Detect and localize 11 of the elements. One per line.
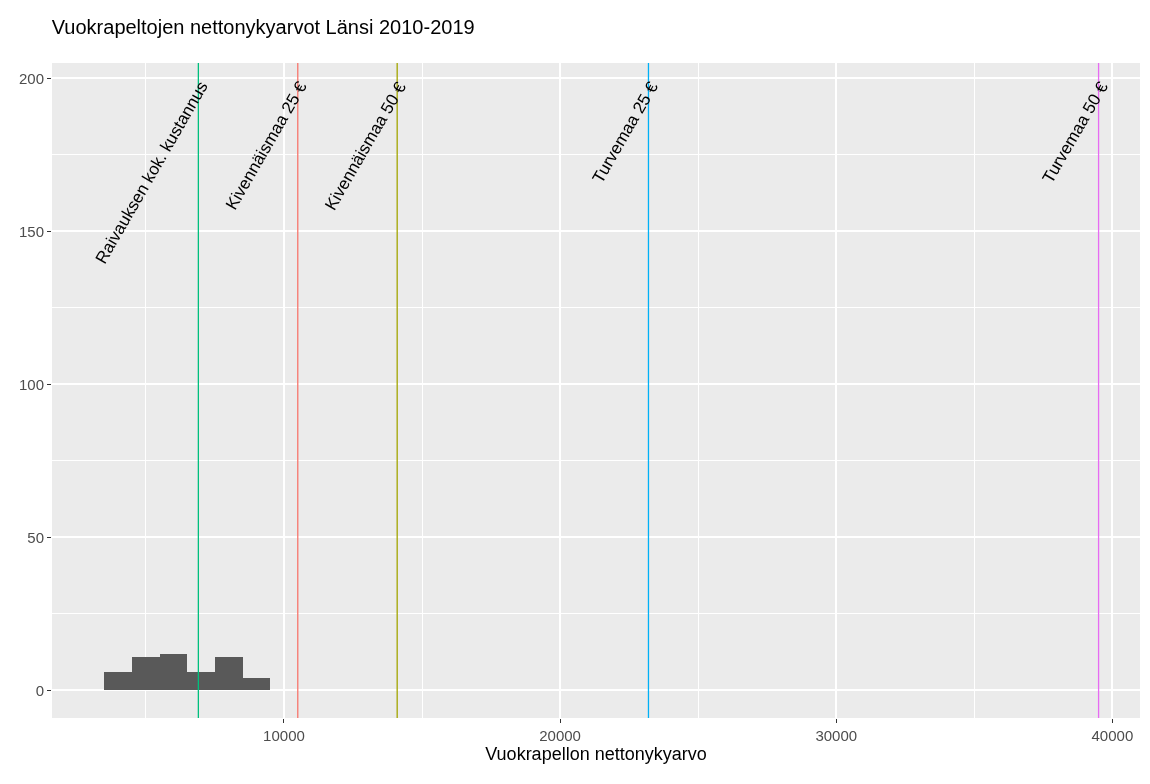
y-tick-label: 100 [18, 375, 44, 393]
x-tick-label: 40000 [1091, 727, 1134, 744]
y-tick-label: 200 [18, 69, 44, 87]
x-tick-label: 10000 [263, 727, 305, 744]
y-tick-label: 0 [35, 681, 44, 699]
chart-title: Vuokrapeltojen nettonykyarvot Länsi 2010-2019 [51, 15, 475, 38]
x-tick-label: 20000 [539, 727, 581, 744]
x-tick-label: 30000 [815, 727, 858, 744]
x-axis-title: Vuokrapellon nettonykyarvo [485, 744, 707, 765]
y-tick-label: 150 [18, 222, 44, 240]
y-tick-label: 50 [27, 528, 44, 546]
